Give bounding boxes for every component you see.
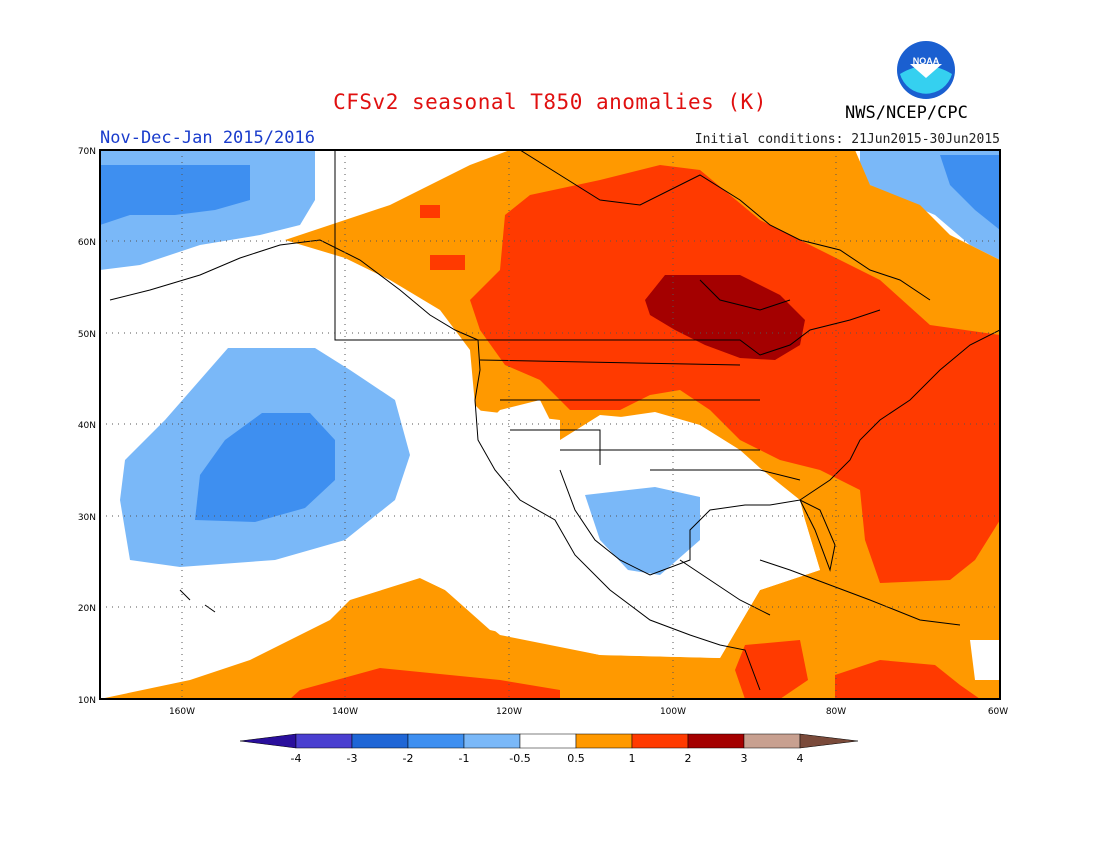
legend-swatch: [687, 733, 745, 749]
lon-label: 160W: [169, 707, 195, 717]
agency-label: NWS/NCEP/CPC: [845, 103, 968, 123]
lat-label: 60N: [78, 238, 96, 248]
lat-label: 50N: [78, 330, 96, 340]
chart-title: CFSv2 seasonal T850 anomalies (K): [333, 90, 767, 114]
noaa-logo-icon: NOAA: [897, 41, 955, 99]
legend-label: -1: [459, 752, 470, 765]
svg-text:NOAA: NOAA: [913, 56, 940, 66]
anomaly-fields: [100, 150, 1000, 699]
initial-conditions-label: Initial conditions: 21Jun2015-30Jun2015: [694, 132, 1000, 147]
legend-label: 0.5: [567, 752, 585, 765]
lon-label: 60W: [988, 707, 1008, 717]
legend-label: -2: [403, 752, 414, 765]
legend-swatch: [239, 733, 297, 749]
legend-label: 1: [629, 752, 636, 765]
lat-label: 40N: [78, 421, 96, 431]
legend-label: -4: [291, 752, 302, 765]
legend-swatch: [407, 733, 465, 749]
legend-swatch: [519, 733, 577, 749]
lon-labels: 160W 140W 120W 100W 80W 60W: [169, 707, 1008, 717]
lat-label: 10N: [78, 696, 96, 706]
legend-label: -0.5: [509, 752, 530, 765]
legend-swatch: [295, 733, 353, 749]
graticule: [100, 150, 1000, 699]
lon-label: 100W: [660, 707, 686, 717]
season-label: Nov-Dec-Jan 2015/2016: [100, 128, 315, 148]
lat-label: 70N: [78, 147, 96, 157]
map-frame: [99, 149, 1001, 700]
legend-swatch: [631, 733, 689, 749]
color-legend: [239, 733, 859, 749]
lon-label: 140W: [332, 707, 358, 717]
lat-label: 30N: [78, 513, 96, 523]
legend-label: 4: [797, 752, 804, 765]
lat-label: 20N: [78, 604, 96, 614]
lon-label: 80W: [826, 707, 846, 717]
lon-label: 120W: [496, 707, 522, 717]
legend-swatch: [351, 733, 409, 749]
legend-swatch: [463, 733, 521, 749]
legend-swatch: [743, 733, 801, 749]
legend-label: 3: [741, 752, 748, 765]
coastlines: [109, 150, 1000, 691]
legend-label: -3: [347, 752, 358, 765]
legend-swatch: [575, 733, 633, 749]
lat-labels: 70N 60N 50N 40N 30N 20N 10N: [78, 147, 96, 706]
legend-label: 2: [685, 752, 692, 765]
legend-swatch: [799, 733, 859, 749]
legend-labels: -4 -3 -2 -1 -0.5 0.5 1 2 3 4: [291, 752, 804, 765]
